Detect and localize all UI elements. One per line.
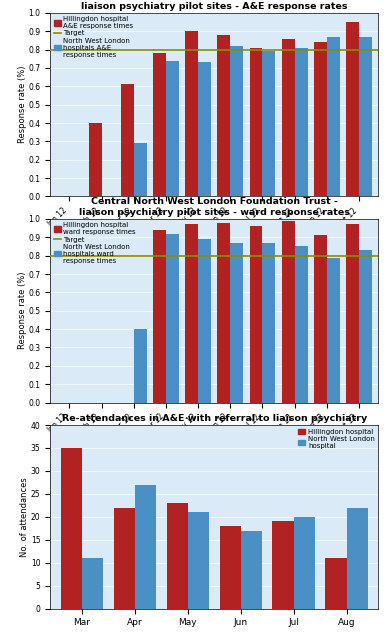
X-axis label: Month: Month [201, 440, 227, 449]
Bar [220, 526, 241, 609]
Bar [188, 512, 209, 609]
Legend: Hillingdon hospital
A&E response times, Target, North West London
hospitals A&E
: Hillingdon hospital A&E response times, … [52, 15, 135, 59]
Bar [282, 221, 295, 402]
Bar [198, 62, 211, 196]
Bar [153, 230, 166, 402]
Legend: Hillingdon hospital, North West London
hospital: Hillingdon hospital, North West London h… [297, 427, 376, 450]
Bar [346, 225, 359, 402]
Bar [134, 143, 147, 196]
Bar [314, 43, 327, 196]
Title: Central North West London Foundation Trust -
liaison psychiatry pilot sites - wa: Central North West London Foundation Tru… [79, 196, 350, 217]
Bar [134, 329, 147, 402]
Bar [346, 22, 359, 196]
Title: Central North West London Foundation Trust -
liaison psychiatry pilot sites - A&: Central North West London Foundation Tru… [81, 0, 347, 11]
Bar [250, 48, 262, 196]
Bar [262, 243, 275, 402]
Bar [82, 558, 103, 609]
Bar [61, 448, 82, 609]
Title: Re-attendances in A&E with referral to liaison psychiatry: Re-attendances in A&E with referral to l… [62, 414, 367, 423]
Bar [135, 485, 156, 609]
Bar [114, 507, 135, 609]
Bar [241, 531, 262, 609]
Bar [166, 61, 179, 196]
Bar [294, 516, 315, 609]
Bar [295, 247, 308, 402]
Bar [185, 225, 198, 402]
Bar [327, 258, 340, 402]
Y-axis label: Response rate (%): Response rate (%) [18, 66, 27, 144]
Bar [314, 236, 327, 402]
X-axis label: Month: Month [201, 234, 227, 243]
Bar [327, 37, 340, 196]
Y-axis label: Response rate (%): Response rate (%) [18, 272, 27, 350]
Bar [185, 31, 198, 196]
Bar [230, 46, 243, 196]
Bar [347, 507, 368, 609]
Bar [250, 226, 262, 402]
Bar [325, 558, 347, 609]
Bar [282, 39, 295, 196]
Bar [262, 52, 275, 196]
Y-axis label: No. of attendances: No. of attendances [20, 477, 29, 556]
Bar [198, 239, 211, 402]
Bar [359, 37, 372, 196]
Bar [167, 503, 188, 609]
Bar [89, 123, 102, 196]
Bar [121, 84, 134, 196]
Bar [359, 250, 372, 402]
Legend: Hillingdon hospital
ward response times, Target, North West London
hospitals war: Hillingdon hospital ward response times,… [52, 221, 137, 265]
Bar [166, 234, 179, 402]
Bar [217, 35, 230, 196]
Bar [217, 223, 230, 402]
Bar [295, 48, 308, 196]
Bar [273, 522, 294, 609]
Bar [153, 53, 166, 196]
Bar [230, 243, 243, 402]
